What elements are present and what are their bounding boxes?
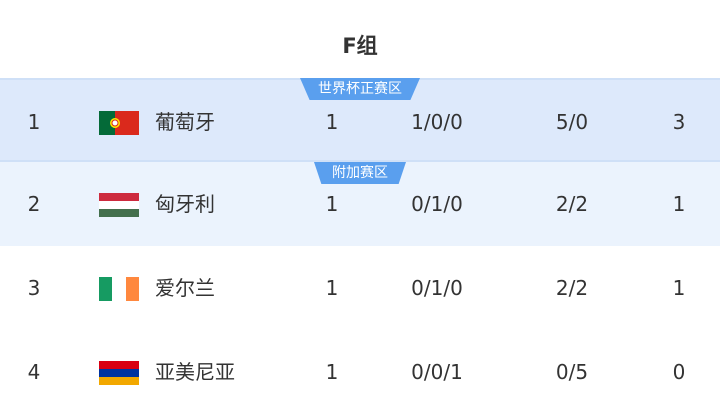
goals: 2/2: [555, 276, 589, 300]
win-draw-loss: 0/1/0: [411, 276, 463, 300]
rank: 3: [27, 276, 41, 300]
rank: 2: [27, 192, 41, 216]
standings-row[interactable]: 3 爱尔兰 1 0/1/0 2/2 1: [0, 246, 720, 330]
standings-row[interactable]: 附加赛区 2 匈牙利 1 0/1/0 2/2 1: [0, 162, 720, 246]
armenia-flag-icon: [99, 361, 139, 385]
goals: 2/2: [555, 192, 589, 216]
team-name[interactable]: 葡萄牙: [155, 110, 215, 134]
team-name[interactable]: 亚美尼亚: [155, 360, 235, 384]
team-name[interactable]: 匈牙利: [155, 192, 215, 216]
standings-row[interactable]: 世界杯正赛区 1 葡萄牙 1 1/0/0 5/0 3: [0, 78, 720, 162]
goals: 5/0: [555, 110, 589, 134]
rank: 1: [27, 110, 41, 134]
played: 1: [325, 192, 339, 216]
played: 1: [325, 276, 339, 300]
points: 3: [672, 110, 686, 134]
win-draw-loss: 0/1/0: [411, 192, 463, 216]
goals: 0/5: [555, 360, 589, 384]
played: 1: [325, 110, 339, 134]
portugal-flag-icon: [99, 111, 139, 135]
points: 1: [672, 192, 686, 216]
rank: 4: [27, 360, 41, 384]
zone-badge: 世界杯正赛区: [300, 78, 420, 100]
zone-badge: 附加赛区: [314, 162, 406, 184]
win-draw-loss: 1/0/0: [411, 110, 463, 134]
ireland-flag-icon: [99, 277, 139, 301]
group-title: F组: [342, 34, 378, 58]
win-draw-loss: 0/0/1: [411, 360, 463, 384]
standings-row[interactable]: 4 亚美尼亚 1 0/0/1 0/5 0: [0, 330, 720, 414]
played: 1: [325, 360, 339, 384]
team-name[interactable]: 爱尔兰: [155, 276, 215, 300]
hungary-flag-icon: [99, 193, 139, 217]
points: 0: [672, 360, 686, 384]
points: 1: [672, 276, 686, 300]
